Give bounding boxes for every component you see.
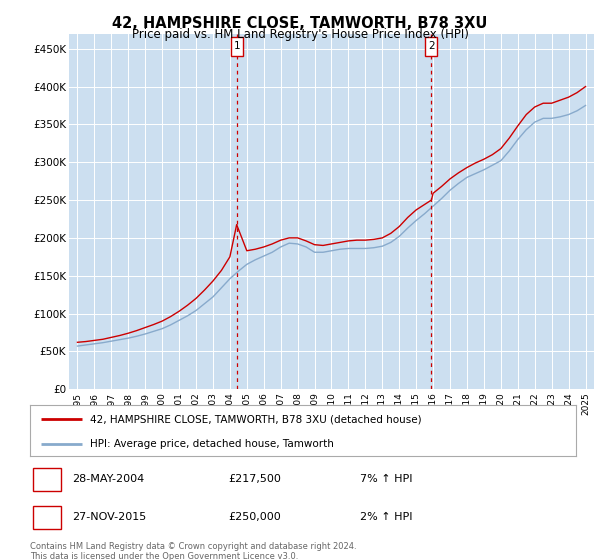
- FancyBboxPatch shape: [231, 36, 242, 57]
- Text: £217,500: £217,500: [228, 474, 281, 484]
- Text: This data is licensed under the Open Government Licence v3.0.: This data is licensed under the Open Gov…: [30, 552, 298, 560]
- Text: Price paid vs. HM Land Registry's House Price Index (HPI): Price paid vs. HM Land Registry's House …: [131, 28, 469, 41]
- Text: 27-NOV-2015: 27-NOV-2015: [72, 512, 146, 522]
- Text: 42, HAMPSHIRE CLOSE, TAMWORTH, B78 3XU: 42, HAMPSHIRE CLOSE, TAMWORTH, B78 3XU: [112, 16, 488, 31]
- Text: 2% ↑ HPI: 2% ↑ HPI: [360, 512, 413, 522]
- Text: Contains HM Land Registry data © Crown copyright and database right 2024.: Contains HM Land Registry data © Crown c…: [30, 542, 356, 551]
- Text: 42, HAMPSHIRE CLOSE, TAMWORTH, B78 3XU (detached house): 42, HAMPSHIRE CLOSE, TAMWORTH, B78 3XU (…: [90, 414, 422, 424]
- Text: £250,000: £250,000: [228, 512, 281, 522]
- Text: 7% ↑ HPI: 7% ↑ HPI: [360, 474, 413, 484]
- Text: HPI: Average price, detached house, Tamworth: HPI: Average price, detached house, Tamw…: [90, 438, 334, 449]
- FancyBboxPatch shape: [425, 36, 437, 57]
- Text: 2: 2: [428, 41, 435, 52]
- Text: 2: 2: [43, 512, 50, 522]
- Text: 1: 1: [233, 41, 240, 52]
- Text: 28-MAY-2004: 28-MAY-2004: [72, 474, 144, 484]
- Text: 1: 1: [43, 474, 50, 484]
